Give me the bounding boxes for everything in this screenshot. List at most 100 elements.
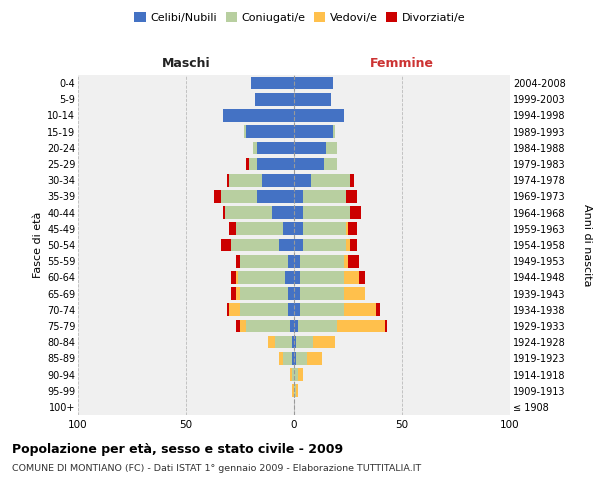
Legend: Celibi/Nubili, Coniugati/e, Vedovi/e, Divorziati/e: Celibi/Nubili, Coniugati/e, Vedovi/e, Di… — [130, 8, 470, 28]
Bar — [247, 320, 290, 332]
Bar — [346, 222, 348, 235]
Bar — [294, 238, 302, 252]
Bar — [268, 336, 275, 348]
Bar — [298, 368, 302, 381]
Bar — [229, 222, 236, 235]
Bar — [229, 304, 240, 316]
Bar — [236, 271, 238, 283]
Bar — [301, 255, 344, 268]
Bar — [359, 271, 365, 283]
Bar — [348, 255, 359, 268]
Y-axis label: Anni di nascita: Anni di nascita — [582, 204, 592, 286]
Bar — [294, 142, 326, 154]
Bar — [257, 158, 294, 170]
Bar — [307, 352, 322, 364]
Bar — [294, 384, 296, 397]
Bar — [283, 222, 294, 235]
Bar — [301, 304, 344, 316]
Bar — [294, 336, 296, 348]
Bar — [296, 384, 298, 397]
Bar — [251, 77, 294, 90]
Bar — [294, 158, 324, 170]
Bar — [257, 190, 294, 202]
Text: Popolazione per età, sesso e stato civile - 2009: Popolazione per età, sesso e stato civil… — [12, 442, 343, 456]
Bar — [257, 142, 294, 154]
Bar — [311, 174, 350, 186]
Bar — [294, 255, 301, 268]
Bar — [290, 368, 292, 381]
Bar — [279, 238, 294, 252]
Bar — [292, 336, 294, 348]
Bar — [279, 352, 283, 364]
Bar — [229, 174, 262, 186]
Bar — [227, 174, 229, 186]
Bar — [333, 126, 335, 138]
Bar — [344, 271, 359, 283]
Bar — [236, 288, 240, 300]
Bar — [294, 77, 333, 90]
Bar — [255, 93, 294, 106]
Bar — [294, 93, 331, 106]
Bar — [240, 304, 287, 316]
Bar — [348, 222, 356, 235]
Bar — [301, 271, 344, 283]
Bar — [344, 288, 365, 300]
Bar — [344, 304, 376, 316]
Bar — [385, 320, 387, 332]
Bar — [294, 222, 302, 235]
Bar — [350, 174, 355, 186]
Bar — [294, 320, 298, 332]
Bar — [238, 271, 286, 283]
Bar — [292, 368, 294, 381]
Bar — [298, 320, 337, 332]
Bar — [244, 126, 247, 138]
Bar — [350, 238, 356, 252]
Text: Femmine: Femmine — [370, 57, 434, 70]
Bar — [376, 304, 380, 316]
Bar — [240, 288, 287, 300]
Bar — [232, 238, 279, 252]
Bar — [294, 109, 344, 122]
Bar — [275, 336, 292, 348]
Bar — [283, 352, 292, 364]
Bar — [236, 320, 240, 332]
Bar — [294, 271, 301, 283]
Bar — [301, 288, 344, 300]
Bar — [221, 190, 257, 202]
Bar — [248, 158, 257, 170]
Bar — [302, 222, 346, 235]
Bar — [326, 142, 337, 154]
Bar — [294, 190, 302, 202]
Bar — [344, 255, 348, 268]
Bar — [302, 238, 346, 252]
Bar — [294, 126, 333, 138]
Bar — [294, 368, 298, 381]
Bar — [236, 222, 283, 235]
Bar — [214, 190, 221, 202]
Bar — [296, 336, 313, 348]
Bar — [294, 304, 301, 316]
Text: COMUNE DI MONTIANO (FC) - Dati ISTAT 1° gennaio 2009 - Elaborazione TUTTITALIA.I: COMUNE DI MONTIANO (FC) - Dati ISTAT 1° … — [12, 464, 421, 473]
Bar — [223, 109, 294, 122]
Bar — [225, 206, 272, 219]
Bar — [221, 238, 232, 252]
Bar — [247, 158, 248, 170]
Bar — [223, 206, 225, 219]
Bar — [290, 320, 294, 332]
Bar — [302, 190, 346, 202]
Y-axis label: Fasce di età: Fasce di età — [32, 212, 43, 278]
Bar — [294, 288, 301, 300]
Bar — [346, 190, 356, 202]
Bar — [337, 320, 385, 332]
Bar — [296, 352, 307, 364]
Bar — [292, 384, 294, 397]
Bar — [232, 288, 236, 300]
Bar — [286, 271, 294, 283]
Bar — [294, 352, 296, 364]
Text: Maschi: Maschi — [161, 57, 211, 70]
Bar — [240, 255, 287, 268]
Bar — [236, 255, 240, 268]
Bar — [272, 206, 294, 219]
Bar — [324, 158, 337, 170]
Bar — [313, 336, 335, 348]
